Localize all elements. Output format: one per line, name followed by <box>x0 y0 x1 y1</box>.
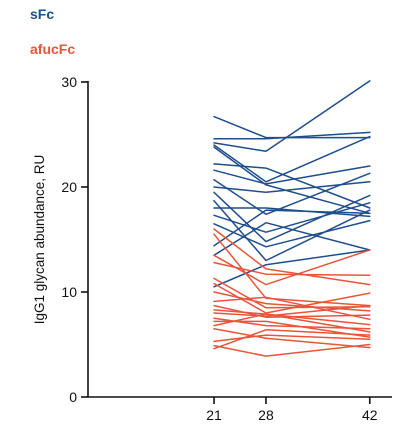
series-line-afucfc-17 <box>213 343 371 357</box>
series-line-afucfc-8 <box>213 296 371 321</box>
series-layer <box>213 80 371 357</box>
x-tick-label-21: 21 <box>206 407 222 423</box>
series-line-sfc-15 <box>213 209 371 247</box>
series-line-afucfc-5 <box>213 277 371 309</box>
y-tick-label-20: 20 <box>61 179 77 195</box>
x-tick-label-28: 28 <box>258 407 274 423</box>
series-line-sfc-4 <box>213 135 371 183</box>
series-group-afucfc <box>213 228 371 357</box>
series-line-afucfc-13 <box>213 320 371 338</box>
series-line-afucfc-1 <box>213 228 371 286</box>
series-line-sfc-9 <box>213 181 371 194</box>
series-line-sfc-17 <box>213 249 371 288</box>
series-line-afucfc-3 <box>213 249 371 286</box>
series-line-sfc-1 <box>213 115 371 139</box>
series-line-sfc-5 <box>213 146 371 215</box>
legend-label-sfc: sFc <box>30 6 54 22</box>
series-line-sfc-16 <box>213 221 371 257</box>
series-line-afucfc-15 <box>213 328 371 349</box>
y-tick-label-10: 10 <box>61 284 77 300</box>
series-line-sfc-14 <box>213 219 371 248</box>
legend-label-afucfc: afucFc <box>30 41 75 57</box>
series-line-afucfc-10 <box>213 309 371 326</box>
series-line-afucfc-14 <box>213 313 371 333</box>
series-line-sfc-12 <box>213 207 371 218</box>
legend: sFc afucFc <box>30 6 75 57</box>
series-line-sfc-3 <box>213 80 371 153</box>
y-axis-title: IgG1 glycan abundance, RU <box>32 155 47 325</box>
series-line-sfc-2 <box>213 131 371 140</box>
y-tick-label-0: 0 <box>69 389 77 405</box>
series-line-afucfc-2 <box>213 233 371 307</box>
axes: 0 10 20 30 21 28 42 <box>61 74 392 423</box>
series-line-afucfc-4 <box>213 261 371 276</box>
x-tick-label-42: 42 <box>362 407 378 423</box>
y-tick-label-30: 30 <box>61 74 77 90</box>
series-line-afucfc-11 <box>213 304 371 317</box>
series-line-afucfc-9 <box>213 304 371 318</box>
series-line-sfc-6 <box>213 163 371 209</box>
series-line-sfc-8 <box>213 172 371 216</box>
series-group-sfc <box>213 80 371 288</box>
series-line-afucfc-18 <box>213 329 371 350</box>
series-line-sfc-7 <box>213 165 371 185</box>
series-line-afucfc-16 <box>213 334 371 343</box>
series-line-afucfc-6 <box>213 282 371 314</box>
